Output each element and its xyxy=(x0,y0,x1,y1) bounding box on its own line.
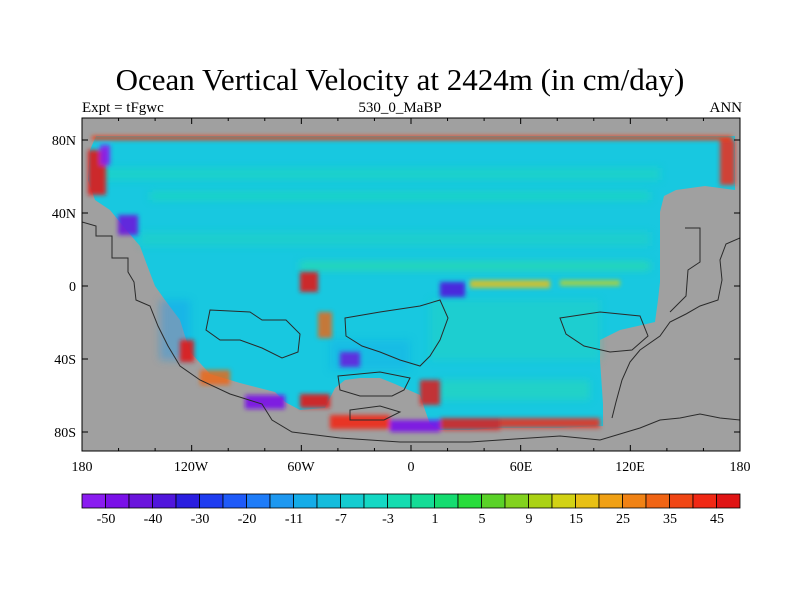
colorbar-swatch xyxy=(622,493,647,509)
coastal-anomalies xyxy=(88,136,735,432)
x-tick-label: 180 xyxy=(730,460,751,475)
colorbar-swatch xyxy=(105,493,130,509)
map-title: Ocean Vertical Velocity at 2424m (in cm/… xyxy=(115,62,685,97)
colorbar-swatch xyxy=(645,493,670,509)
colorbar-label: -20 xyxy=(238,512,257,527)
y-tick-label: 0 xyxy=(69,280,76,295)
colorbar-swatch xyxy=(481,493,506,509)
colorbar-swatch xyxy=(410,493,435,509)
colorbar-label: -40 xyxy=(144,512,163,527)
colorbar-swatch xyxy=(246,493,271,509)
colorbar-swatch xyxy=(387,493,412,509)
colorbar xyxy=(81,493,741,509)
colorbar-swatch xyxy=(669,493,694,509)
colorbar-swatch xyxy=(152,493,177,509)
colorbar-label: -30 xyxy=(191,512,210,527)
colorbar-swatch xyxy=(504,493,529,509)
colorbar-labels: -50 -40 -30 -20 -11 -7 -3 1 5 9 15 25 35… xyxy=(97,512,724,527)
x-axis-labels: 180 120W 60W 0 60E 120E 180 xyxy=(72,460,751,475)
x-tick-label: 120E xyxy=(615,460,645,475)
season-label: ANN xyxy=(709,100,743,116)
y-axis-labels: 80N 40N 0 40S 80S xyxy=(52,134,76,441)
colorbar-swatch xyxy=(598,493,623,509)
y-tick-label: 40N xyxy=(52,207,76,222)
colorbar-swatch xyxy=(81,493,106,509)
colorbar-swatch xyxy=(316,493,341,509)
colorbar-swatch xyxy=(692,493,717,509)
colorbar-swatch xyxy=(128,493,153,509)
ocean-texture xyxy=(100,168,660,400)
x-tick-label: 60W xyxy=(287,460,315,475)
experiment-label: Expt = tFgwc xyxy=(82,100,164,116)
colorbar-swatch xyxy=(269,493,294,509)
x-tick-label: 120W xyxy=(174,460,209,475)
x-tick-label: 0 xyxy=(408,460,415,475)
coastline-outlines xyxy=(82,221,740,443)
colorbar-label: 5 xyxy=(479,512,486,527)
y-tick-label: 80S xyxy=(54,426,76,441)
colorbar-swatch xyxy=(222,493,247,509)
colorbar-label: 45 xyxy=(710,512,724,527)
colorbar-label: 25 xyxy=(616,512,630,527)
x-tick-label: 60E xyxy=(510,460,533,475)
colorbar-swatch xyxy=(551,493,576,509)
y-tick-label: 40S xyxy=(54,353,76,368)
colorbar-label: -11 xyxy=(285,512,303,527)
colorbar-swatch xyxy=(175,493,200,509)
case-label: 530_0_MaBP xyxy=(358,100,442,116)
x-tick-label: 180 xyxy=(72,460,93,475)
colorbar-label: -50 xyxy=(97,512,116,527)
colorbar-swatch xyxy=(434,493,459,509)
colorbar-swatch xyxy=(293,493,318,509)
colorbar-swatch xyxy=(199,493,224,509)
map-field xyxy=(82,118,740,451)
colorbar-swatch xyxy=(716,493,741,509)
colorbar-label: 1 xyxy=(432,512,439,527)
colorbar-label: 9 xyxy=(526,512,533,527)
colorbar-swatch xyxy=(575,493,600,509)
colorbar-label: 35 xyxy=(663,512,677,527)
colorbar-swatch xyxy=(528,493,553,509)
colorbar-swatch xyxy=(457,493,482,509)
tick-marks xyxy=(81,118,741,451)
colorbar-swatch xyxy=(363,493,388,509)
colorbar-label: -7 xyxy=(335,512,347,527)
y-tick-label: 80N xyxy=(52,134,76,149)
colorbar-label: 15 xyxy=(569,512,583,527)
colorbar-label: -3 xyxy=(382,512,394,527)
colorbar-swatch xyxy=(340,493,365,509)
